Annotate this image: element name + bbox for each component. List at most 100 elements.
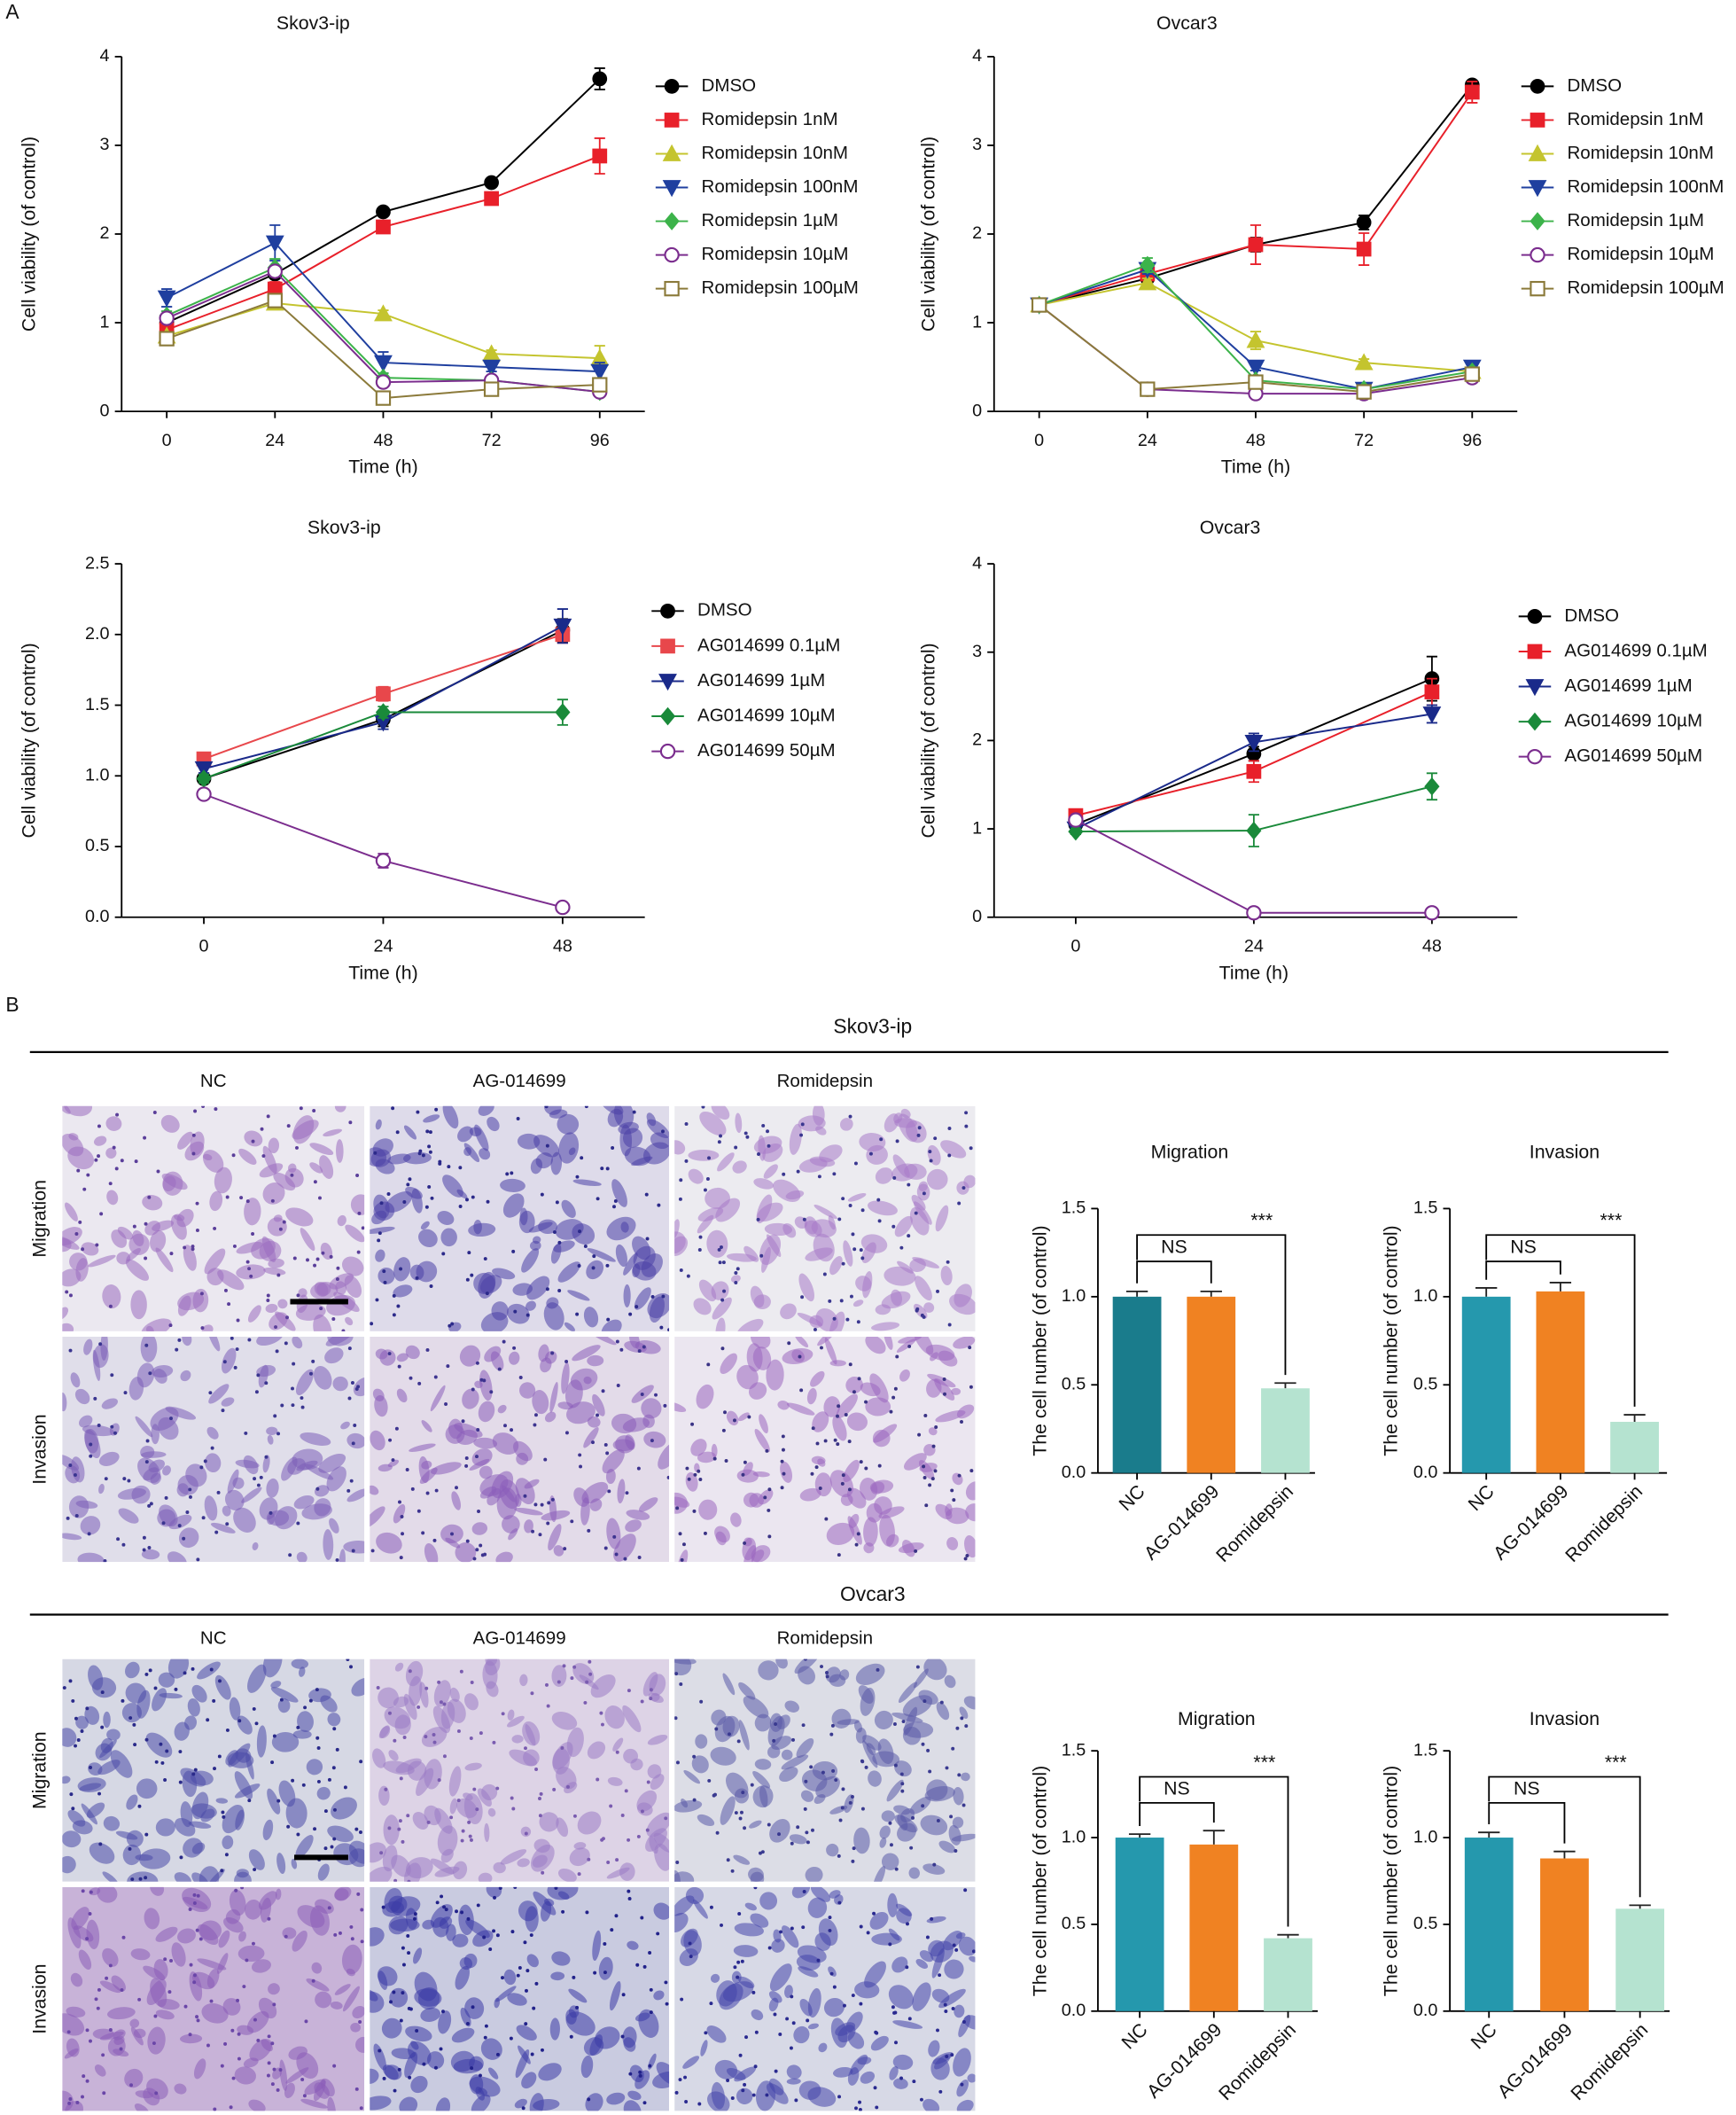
marker bbox=[1068, 812, 1084, 828]
pore bbox=[952, 1943, 956, 1947]
pore bbox=[245, 1958, 249, 1963]
cell bbox=[733, 1854, 751, 1865]
cell bbox=[147, 2026, 166, 2055]
cell bbox=[750, 1336, 771, 1349]
pore bbox=[199, 1937, 203, 1941]
cell bbox=[77, 1777, 106, 1792]
pore bbox=[736, 1960, 741, 1964]
pore bbox=[161, 1521, 166, 1526]
legend-label: Romidepsin 1nM bbox=[1567, 109, 1703, 129]
pore bbox=[417, 1381, 422, 1385]
cell bbox=[93, 1344, 109, 1369]
marker bbox=[375, 703, 392, 722]
cell bbox=[370, 1506, 385, 1529]
cell bbox=[722, 1981, 754, 2002]
pore bbox=[315, 1257, 320, 1261]
pore bbox=[552, 1229, 557, 1234]
pore bbox=[476, 1903, 480, 1908]
legend-label: AG014699 1µM bbox=[1564, 675, 1692, 696]
pore bbox=[509, 2036, 513, 2041]
marker bbox=[590, 363, 610, 381]
cell bbox=[823, 1997, 845, 2017]
pore bbox=[864, 1765, 868, 1769]
cell bbox=[125, 1661, 140, 1679]
bar bbox=[1610, 1422, 1659, 1473]
cell bbox=[915, 1959, 929, 1969]
marker bbox=[1527, 609, 1543, 624]
marker bbox=[659, 743, 676, 760]
pore bbox=[120, 1159, 124, 1163]
pore bbox=[464, 1463, 469, 1468]
pore bbox=[664, 1816, 668, 1821]
cell bbox=[517, 1133, 541, 1150]
bracket bbox=[1485, 1234, 1636, 1407]
pore bbox=[743, 1541, 747, 1545]
pore bbox=[199, 1465, 204, 1470]
cell bbox=[697, 1814, 715, 1827]
pore bbox=[402, 1736, 407, 1739]
pore bbox=[245, 1260, 250, 1264]
y-tick-label: 1.0 bbox=[1062, 1827, 1086, 1846]
pore bbox=[638, 2070, 642, 2074]
cell bbox=[647, 1735, 668, 1745]
pore bbox=[778, 2032, 782, 2036]
cell bbox=[337, 1214, 346, 1227]
pore bbox=[247, 1338, 252, 1342]
marker bbox=[1354, 353, 1374, 371]
cell bbox=[523, 1749, 540, 1767]
cell bbox=[894, 1760, 912, 1777]
pore bbox=[698, 1478, 703, 1482]
cell bbox=[481, 1783, 498, 1800]
pore bbox=[335, 1747, 339, 1752]
cell bbox=[930, 2057, 950, 2080]
marker bbox=[483, 381, 500, 397]
annotation: NS bbox=[1510, 1236, 1537, 1257]
pore bbox=[543, 1457, 548, 1462]
pore bbox=[705, 1176, 710, 1181]
cell bbox=[266, 1426, 278, 1436]
cell bbox=[62, 1855, 76, 1874]
cell bbox=[491, 1471, 514, 1499]
pore bbox=[332, 2064, 337, 2068]
pore bbox=[259, 1475, 263, 1479]
pore bbox=[192, 1973, 197, 1978]
pore bbox=[231, 1153, 236, 1158]
error-bar bbox=[1203, 1830, 1225, 1845]
cell bbox=[831, 1708, 852, 1729]
cell bbox=[894, 1215, 913, 1237]
pore bbox=[394, 1426, 399, 1431]
pore bbox=[450, 1532, 454, 1536]
pore bbox=[359, 2106, 363, 2111]
cell bbox=[919, 1950, 934, 1963]
pore bbox=[600, 1838, 604, 1842]
cell bbox=[769, 1963, 792, 1992]
pore bbox=[264, 1455, 269, 1459]
cell bbox=[117, 1226, 134, 1240]
cell bbox=[753, 1178, 775, 1190]
cell bbox=[180, 1801, 193, 1828]
pore bbox=[223, 1288, 228, 1292]
cell bbox=[276, 1853, 286, 1874]
pore bbox=[569, 2034, 573, 2039]
legend-label: AG014699 0.1µM bbox=[697, 635, 840, 655]
pore bbox=[74, 1232, 79, 1236]
cell bbox=[491, 1301, 509, 1321]
pore bbox=[932, 1862, 937, 1867]
marker bbox=[1246, 905, 1262, 921]
pore bbox=[644, 1192, 649, 1197]
cell bbox=[282, 1927, 297, 1939]
pore bbox=[456, 1729, 461, 1733]
pore bbox=[89, 1890, 93, 1894]
cell bbox=[66, 2006, 86, 2017]
cell bbox=[379, 1349, 396, 1366]
pore bbox=[868, 1151, 873, 1156]
cell bbox=[706, 2025, 727, 2043]
pore bbox=[482, 1935, 487, 1939]
cell bbox=[847, 2032, 865, 2049]
marker bbox=[1530, 113, 1545, 128]
pore bbox=[601, 1389, 605, 1393]
pore bbox=[169, 1417, 173, 1421]
pore bbox=[837, 2095, 842, 2099]
pore bbox=[449, 1815, 454, 1820]
marker bbox=[1525, 679, 1545, 697]
